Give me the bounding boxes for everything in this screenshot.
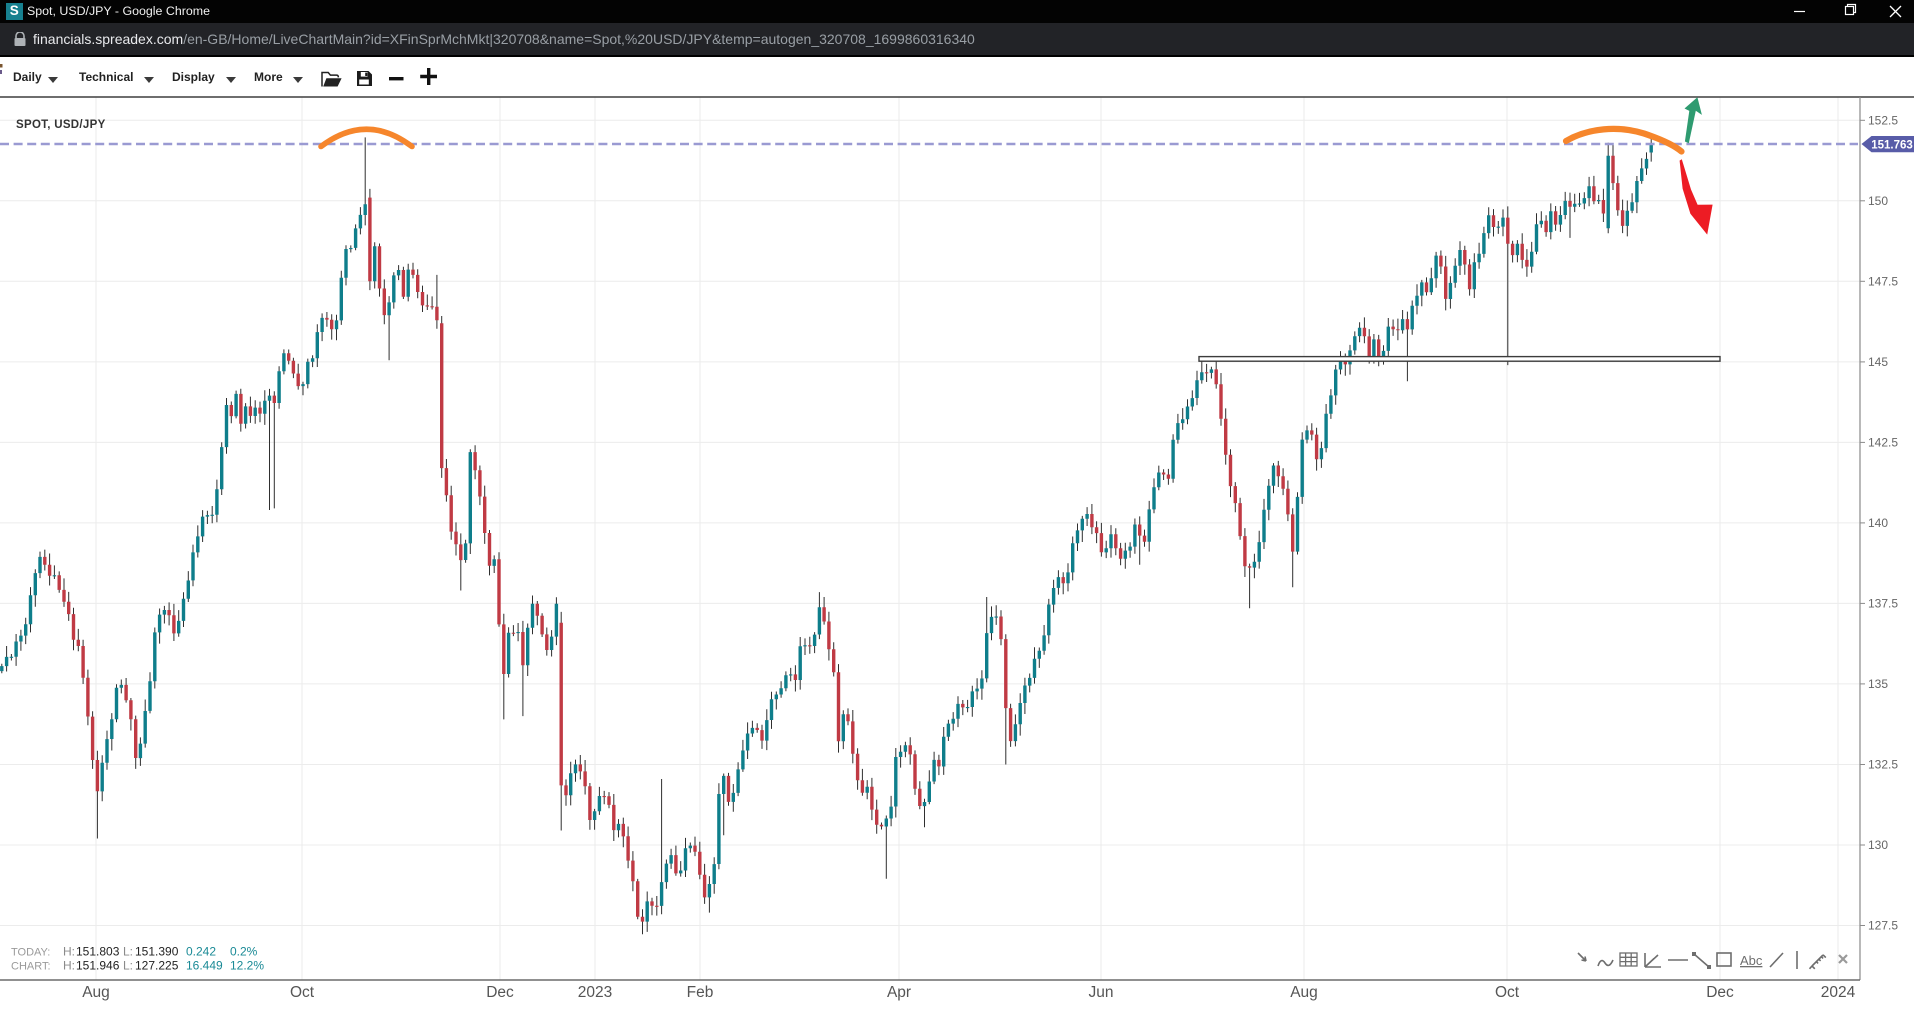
- svg-text:H:: H:: [63, 959, 75, 973]
- svg-text:151.803: 151.803: [76, 945, 120, 959]
- svg-text:137.5: 137.5: [1868, 596, 1898, 610]
- svg-text:Aug: Aug: [1290, 984, 1318, 1001]
- svg-text:Jun: Jun: [1089, 984, 1114, 1001]
- svg-text:150: 150: [1868, 194, 1888, 208]
- svg-text:2023: 2023: [578, 984, 612, 1001]
- svg-text:Feb: Feb: [687, 984, 714, 1001]
- svg-text:127.225: 127.225: [135, 959, 179, 973]
- svg-text:Oct: Oct: [1495, 984, 1520, 1001]
- svg-text:Oct: Oct: [290, 984, 315, 1001]
- svg-text:151.390: 151.390: [135, 945, 179, 959]
- svg-text:152.5: 152.5: [1868, 113, 1898, 127]
- svg-text:140: 140: [1868, 516, 1888, 530]
- svg-text:Apr: Apr: [887, 984, 911, 1001]
- svg-text:0.2%: 0.2%: [230, 945, 258, 959]
- svg-text:H:: H:: [63, 945, 75, 959]
- svg-text:L:: L:: [123, 959, 133, 973]
- svg-text:135: 135: [1868, 677, 1888, 691]
- svg-text:Dec: Dec: [1706, 984, 1734, 1001]
- svg-text:12.2%: 12.2%: [230, 959, 264, 973]
- svg-text:0.242: 0.242: [186, 945, 216, 959]
- svg-text:142.5: 142.5: [1868, 435, 1898, 449]
- svg-text:Abc: Abc: [1740, 953, 1763, 968]
- svg-text:130: 130: [1868, 838, 1888, 852]
- svg-text:Dec: Dec: [486, 984, 514, 1001]
- svg-text:CHART:: CHART:: [11, 961, 51, 973]
- svg-text:L:: L:: [123, 945, 133, 959]
- svg-text:2024: 2024: [1821, 984, 1856, 1001]
- svg-text:127.5: 127.5: [1868, 919, 1898, 933]
- svg-text:151.946: 151.946: [76, 959, 120, 973]
- svg-text:132.5: 132.5: [1868, 758, 1898, 772]
- svg-text:151.763: 151.763: [1871, 140, 1913, 152]
- svg-text:Aug: Aug: [82, 984, 110, 1001]
- svg-text:TODAY:: TODAY:: [11, 947, 50, 959]
- svg-text:147.5: 147.5: [1868, 274, 1898, 288]
- svg-text:16.449: 16.449: [186, 959, 223, 973]
- svg-text:SPOT, USD/JPY: SPOT, USD/JPY: [16, 119, 106, 131]
- svg-text:145: 145: [1868, 355, 1888, 369]
